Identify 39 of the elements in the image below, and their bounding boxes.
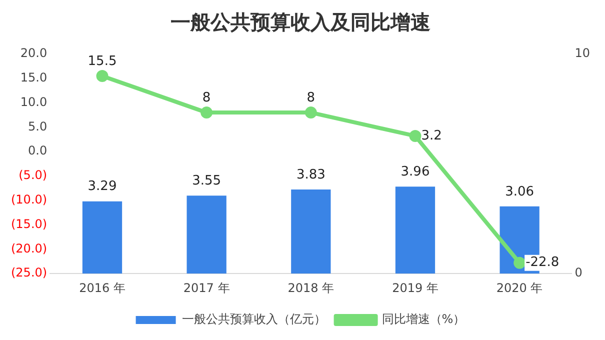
y-tick-label: (20.0) (10, 241, 48, 256)
y-tick-label: 5.0 (28, 119, 48, 134)
data-label: 8 (202, 90, 211, 106)
y-tick-label: 10.0 (20, 94, 48, 109)
bar (291, 189, 331, 274)
bar (395, 186, 436, 274)
y-tick-label: 20.0 (20, 46, 48, 60)
x-tick-label: 2017 年 (183, 280, 230, 295)
legend-label: 一般公共预算收入（亿元） (182, 312, 326, 326)
data-label: 3.55 (192, 174, 222, 189)
data-label: 3.2 (421, 128, 442, 144)
data-label: 3.96 (400, 164, 430, 180)
bar (186, 196, 226, 274)
x-tick-label: 2019 年 (392, 280, 438, 295)
x-tick-label: 2018 年 (288, 280, 334, 295)
x-tick-label: 2020 年 (496, 280, 543, 295)
data-label: 15.5 (88, 54, 117, 69)
point (96, 70, 108, 82)
data-label: -22.8 (526, 255, 560, 270)
y-tick-label: 15.0 (20, 70, 48, 85)
x-tick-label: 2016 年 (79, 280, 126, 295)
y-tick-label: (5.0) (18, 168, 48, 182)
y-tick-label: (15.0) (10, 216, 48, 231)
bar (82, 201, 122, 274)
y-tick-label: 0.0 (28, 144, 48, 158)
legend-label: 同比增速（%） (382, 312, 466, 326)
point (200, 106, 213, 119)
data-label: 8 (306, 90, 316, 106)
chart-title: 一般公共预算收入及同比增速 (170, 10, 430, 34)
point (409, 130, 422, 142)
data-label: 3.83 (296, 167, 326, 182)
y2-tick-label: 10 (574, 46, 590, 60)
y-tick-label: (10.0) (10, 192, 48, 207)
point (514, 256, 526, 269)
data-label: 3.06 (505, 184, 534, 200)
y-tick-label: (25.0) (10, 266, 48, 280)
data-label: 3.29 (88, 179, 117, 194)
y2-tick-label: 0 (574, 266, 582, 280)
point (304, 106, 317, 119)
